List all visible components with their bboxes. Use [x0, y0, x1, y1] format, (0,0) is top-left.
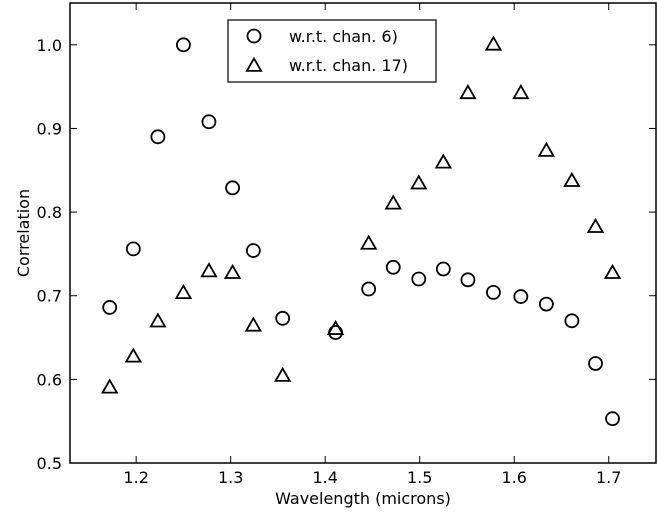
data-point-triangle [484, 35, 503, 51]
y-axis: 0.5 0.6 0.7 0.8 0.9 1.0 [37, 36, 656, 473]
legend-marker-triangle [245, 56, 263, 72]
x-tick-label: 1.3 [218, 468, 243, 487]
data-point-triangle [200, 262, 218, 278]
data-point-circle [605, 411, 620, 427]
data-point-triangle [174, 283, 193, 299]
y-tick-label: 0.5 [37, 454, 62, 473]
data-point-triangle [384, 194, 402, 210]
data-point-triangle [459, 84, 477, 100]
data-point-circle [102, 300, 118, 315]
x-tick-label: 1.5 [407, 468, 432, 487]
data-point-triangle [359, 234, 378, 250]
x-axis: 1.2 1.3 1.4 1.5 1.6 1.7 [123, 3, 621, 487]
x-tick-label: 1.6 [501, 468, 526, 487]
data-point-triangle [149, 312, 167, 328]
y-tick-label: 0.9 [37, 119, 62, 138]
data-point-circle [225, 180, 240, 196]
data-point-circle [275, 310, 291, 326]
data-point-triangle [410, 174, 428, 190]
legend-marker-circle [246, 28, 262, 44]
legend-circle-marker [246, 28, 262, 44]
data-point-circle [538, 296, 554, 312]
data-point-triangle [512, 84, 530, 100]
x-axis-title: Wavelength (microns) [275, 489, 451, 508]
legend-box [227, 19, 437, 83]
plot-frame [69, 2, 657, 464]
data-point-circle [435, 261, 451, 277]
data-point-circle [411, 271, 427, 287]
data-point-triangle [603, 263, 622, 279]
data-point-circle [460, 272, 476, 288]
data-point-circle [125, 241, 141, 257]
plot-area [69, 2, 657, 464]
data-point-triangle [244, 316, 263, 332]
data-point-circle [486, 284, 501, 300]
y-tick-label: 1.0 [37, 36, 62, 55]
data-point-triangle [101, 378, 119, 394]
legend-label-series-2: w.r.t. chan. 17) [289, 56, 408, 75]
data-point-triangle [223, 263, 242, 279]
data-point-triangle [326, 319, 345, 335]
data-point-circle [361, 281, 377, 297]
legend-label-series-1: w.r.t. chan. 6) [289, 27, 398, 46]
legend: w.r.t. chan. 6) w.r.t. chan. 17) [227, 19, 437, 83]
y-tick-label: 0.8 [37, 203, 62, 222]
data-point-circle [513, 289, 529, 304]
data-markers [101, 35, 622, 427]
legend-triangle-marker [245, 56, 263, 72]
data-point-triangle [434, 153, 453, 169]
data-point-circle [201, 114, 217, 130]
x-tick-label: 1.4 [312, 468, 337, 487]
data-point-triangle [563, 171, 581, 187]
data-point-circle [564, 313, 580, 329]
y-axis-title: Correlation [14, 189, 33, 277]
data-point-circle [176, 37, 191, 53]
data-point-triangle [124, 347, 143, 363]
y-tick-label: 0.6 [37, 370, 62, 389]
data-point-triangle [586, 217, 605, 233]
data-point-circle [385, 259, 401, 275]
data-point-circle [150, 129, 166, 145]
data-point-triangle [537, 141, 556, 157]
data-point-triangle [273, 366, 292, 382]
data-point-circle [245, 243, 261, 258]
x-tick-label: 1.7 [596, 468, 621, 487]
x-tick-label: 1.2 [123, 468, 148, 487]
data-point-circle [588, 356, 603, 371]
y-tick-label: 0.7 [37, 287, 62, 306]
